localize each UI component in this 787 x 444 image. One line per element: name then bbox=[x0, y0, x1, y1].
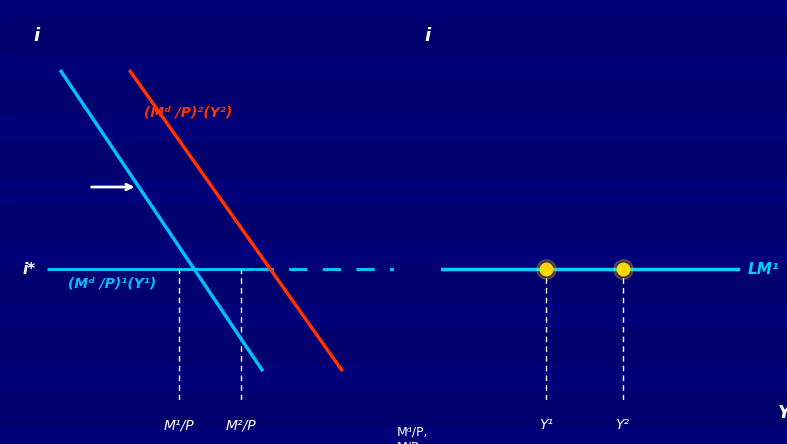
Text: Y¹: Y¹ bbox=[539, 418, 553, 432]
Bar bbox=[0, 329, 787, 364]
Text: M²/P: M²/P bbox=[226, 418, 257, 432]
Text: i: i bbox=[33, 27, 39, 45]
Bar bbox=[0, 391, 787, 426]
Text: Y: Y bbox=[778, 404, 787, 422]
Text: M¹/P: M¹/P bbox=[164, 418, 194, 432]
Text: (Mᵈ /P)¹(Y¹): (Mᵈ /P)¹(Y¹) bbox=[68, 277, 157, 291]
Text: Mᵈ/P,
M/P: Mᵈ/P, M/P bbox=[397, 426, 428, 444]
Bar bbox=[0, 142, 787, 178]
Text: Y²: Y² bbox=[615, 418, 630, 432]
Text: LM¹: LM¹ bbox=[748, 262, 780, 277]
Text: i: i bbox=[424, 27, 430, 45]
Bar bbox=[0, 80, 787, 115]
Bar bbox=[0, 204, 787, 240]
Bar bbox=[0, 18, 787, 53]
Text: i*: i* bbox=[23, 262, 36, 277]
Bar bbox=[0, 266, 787, 302]
Text: (Mᵈ /P)²(Y²): (Mᵈ /P)²(Y²) bbox=[144, 105, 232, 119]
